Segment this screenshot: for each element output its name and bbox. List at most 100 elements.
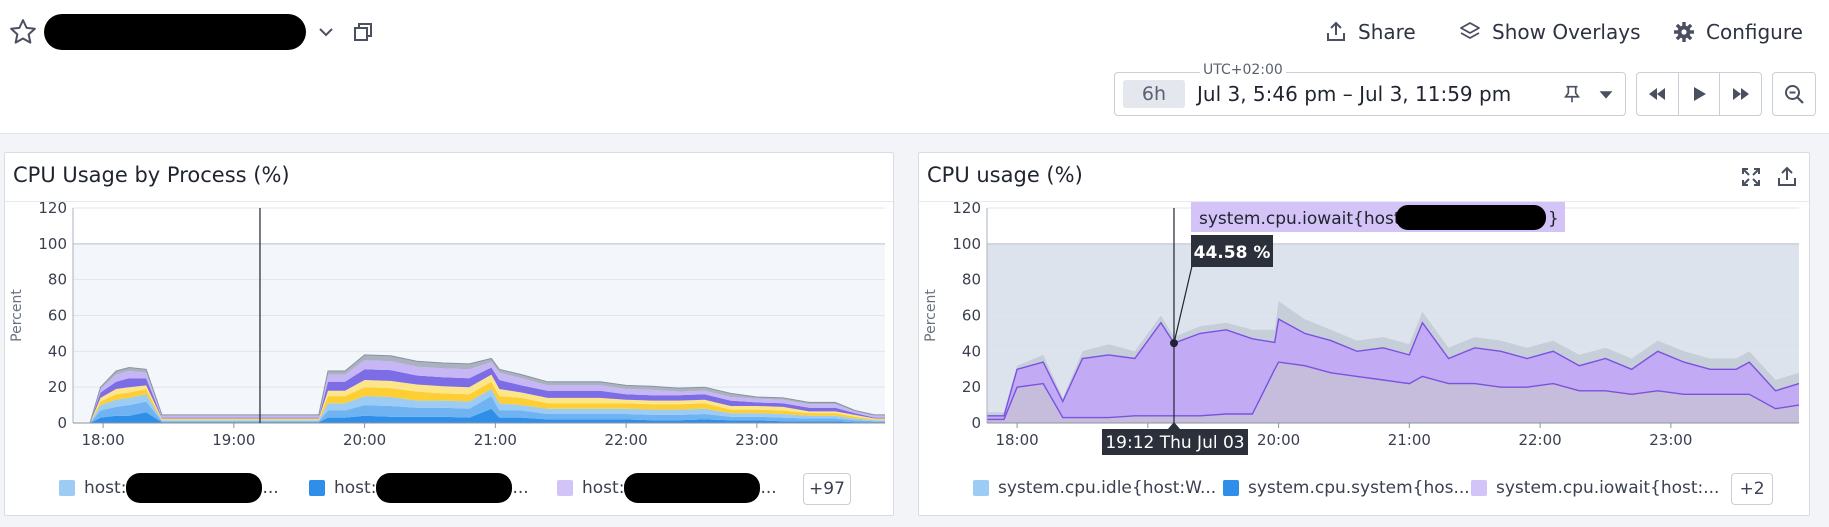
legend-swatch [1471,480,1487,496]
tooltip-value: 44.58 % [1194,243,1271,263]
legend-label-suffix: ... [512,478,529,498]
tooltip-value-box [1191,235,1273,267]
area-series[interactable] [73,396,885,423]
legend-swatch [59,480,75,496]
hover-point [1169,339,1178,348]
time-range-text[interactable]: Jul 3, 5:46 pm – Jul 3, 11:59 pm [1197,82,1512,106]
show-overlays-button[interactable]: Show Overlays [1458,17,1641,47]
x-tick-label: 22:00 [604,431,647,449]
widget-divider [5,201,893,202]
y-tick-label: 120 [38,202,67,217]
y-tick-label: 80 [48,271,67,289]
widget-title: CPU usage (%) [927,163,1083,187]
zoom-out-icon [1785,85,1804,104]
rewind-button[interactable] [1637,73,1679,115]
y-tick-label: 100 [952,235,981,253]
legend: host: ... host: ... host: ... +97 [5,471,893,505]
x-tick-label: 20:00 [343,431,386,449]
area-series[interactable] [73,408,885,423]
legend-swatch [557,480,573,496]
legend-item[interactable]: host: ... [557,473,777,503]
y-tick-label: 60 [962,307,981,325]
legend-more-button[interactable]: +97 [803,473,851,505]
area-series[interactable] [73,374,885,423]
zoom-out-button[interactable] [1772,72,1816,116]
layers-icon [1460,22,1480,39]
legend-swatch [1223,480,1239,496]
cpu-usage-chart[interactable]: 02040608010012018:0019:0020:0021:0022:00… [919,202,1809,472]
area-series[interactable] [73,381,885,423]
pin-icon[interactable] [1561,83,1583,105]
x-tick-label: 23:00 [1649,431,1692,449]
configure-button[interactable]: Configure [1672,17,1803,47]
tooltip-series-suffix: } [1548,209,1559,229]
range-chip[interactable]: 6h [1123,80,1185,108]
legend-label-suffix: ... [760,478,777,498]
time-range-picker[interactable]: 6h Jul 3, 5:46 pm – Jul 3, 11:59 pm [1114,72,1626,116]
area-series[interactable] [73,360,885,423]
x-tick-label: 21:00 [474,431,517,449]
legend-label-suffix: ... [262,478,279,498]
legend-item[interactable]: host: ... [309,473,529,503]
dashboard-title-redacted[interactable] [44,14,306,50]
redacted-hostname [1396,205,1546,230]
x-tick-label: 23:00 [735,431,778,449]
fast-forward-icon [1732,88,1749,100]
share-label: Share [1358,20,1416,44]
y-tick-label: 60 [48,307,67,325]
legend-label-prefix: host: [84,478,127,498]
time-label-box [1101,429,1248,455]
legend-more-button[interactable]: +2 [1731,473,1773,505]
gear-icon [1674,22,1694,42]
area-top-outline [73,354,885,424]
widget-cpu-usage: CPU usage (%) 02040608010012018:0019:002… [918,152,1810,516]
fast-forward-button[interactable] [1720,73,1761,115]
dashboard-header: Share Show Overlays Configure 6h Jul 3, … [0,0,1829,134]
cpu-by-process-chart[interactable]: 0 20 40 60 80 100 120 18:00 19:00 20:00 21:00 22:00… [5,202,893,472]
y-tick-label: 120 [952,202,981,217]
y-tick-label: 80 [962,271,981,289]
share-button[interactable]: Share [1324,17,1416,47]
legend-item[interactable]: system.cpu.iowait{host:... [1471,477,1719,499]
redacted-hostname [624,473,761,503]
y-tick-label: 40 [962,342,981,360]
x-tick-label: 19:00 [212,431,255,449]
clone-icon[interactable] [351,20,375,44]
time-label: 19:12 Thu Jul 03 [1105,433,1244,453]
area-series[interactable] [73,389,885,423]
y-tick-label: 100 [38,235,67,253]
x-tick-label: 21:00 [1388,431,1431,449]
y-tick-label: 40 [48,342,67,360]
legend-swatch [309,480,325,496]
star-icon[interactable] [8,17,38,47]
x-tick-label: 22:00 [1518,431,1561,449]
y-axis-label: Percent [9,289,25,342]
legend-swatch [973,480,989,496]
legend-label: system.cpu.iowait{host:... [1496,478,1720,498]
x-tick-label: 18:00 [81,431,124,449]
legend-item[interactable]: system.cpu.idle{host:W... [973,477,1216,499]
chevron-down-icon[interactable] [314,20,338,44]
tooltip-connector [1173,265,1193,344]
fullscreen-icon[interactable] [1739,165,1763,189]
x-tick-label: 18:00 [995,431,1038,449]
time-navigation [1636,72,1762,116]
line-series-system [987,361,1800,421]
area-series-system[interactable] [987,362,1799,423]
time-label-pointer [1167,422,1180,429]
redacted-hostname [376,473,513,503]
play-icon [1694,87,1706,101]
play-button[interactable] [1679,73,1721,115]
y-tick-label: 20 [48,378,67,396]
y-axis-label: Percent [923,289,939,342]
legend-item[interactable]: system.cpu.system{hos... [1223,477,1470,499]
widget-title: CPU Usage by Process (%) [13,163,290,187]
tooltip-series-label: system.cpu.iowait{host [1199,209,1401,229]
timezone-label: UTC+02:00 [1200,62,1286,78]
line-series-iowait [987,318,1800,417]
caret-down-icon[interactable] [1595,83,1617,105]
legend-item[interactable]: host: ... [59,473,279,503]
export-icon[interactable] [1775,165,1799,189]
area-series[interactable] [73,367,885,424]
share-icon [1327,21,1345,41]
